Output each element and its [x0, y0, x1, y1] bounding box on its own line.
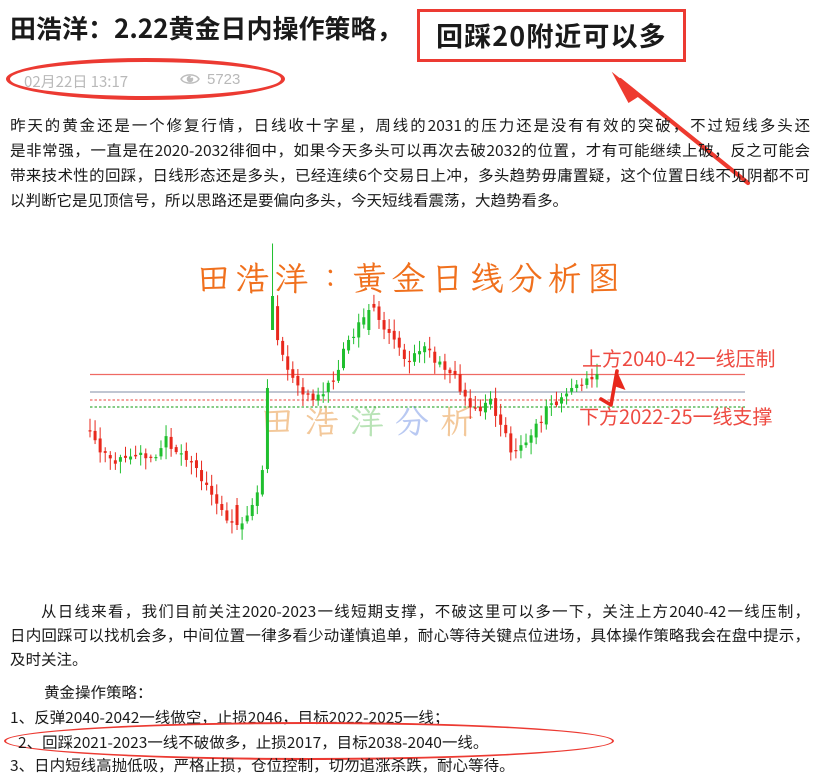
svg-text:上方2040-42一线压制: 上方2040-42一线压制: [582, 343, 776, 372]
svg-text:下方2022-25一线支撑: 下方2022-25一线支撑: [579, 401, 773, 430]
